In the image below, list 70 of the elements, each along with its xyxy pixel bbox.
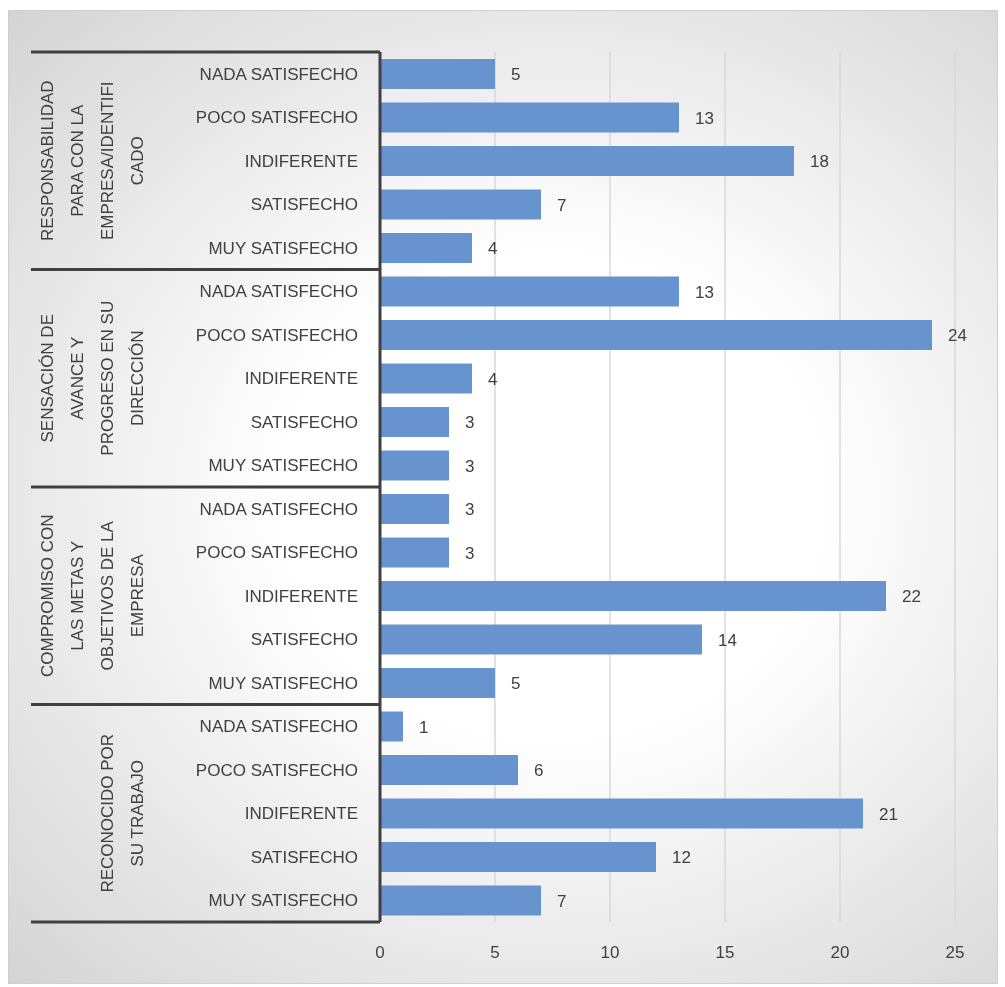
data-label: 13 [695, 282, 714, 302]
text: RECONOCIDO POR SU TRABAJO [97, 733, 147, 893]
y-tick-label: POCO SATISFECHO [195, 543, 358, 563]
bar [380, 842, 656, 872]
y-tick-label: INDIFERENTE [244, 151, 358, 171]
bar [380, 494, 449, 524]
bar [380, 189, 541, 220]
text: COMPROMISO CON LAS METAS Y OBJETIVOS DE LA EMPRESA [37, 514, 147, 677]
bar [380, 668, 495, 698]
bar [380, 885, 541, 916]
x-tick-label: 20 [830, 943, 850, 963]
y-tick-label: MUY SATISFECHO [208, 238, 358, 258]
data-label: 6 [534, 761, 544, 781]
y-tick-label: INDIFERENTE [244, 586, 358, 606]
bar [380, 711, 403, 742]
y-tick-label: SATISFECHO [250, 847, 358, 867]
data-label: 12 [672, 848, 691, 868]
data-label: 4 [488, 369, 498, 389]
bar [380, 407, 449, 437]
y-tick-label: INDIFERENTE [244, 369, 358, 389]
x-tick-label: 25 [945, 943, 965, 963]
y-tick-label: POCO SATISFECHO [195, 760, 358, 780]
bar [380, 102, 679, 133]
text: SENSACIÓN DE AVANCE Y PROGRESO EN SU DIRECCIÓN [37, 300, 147, 456]
bar [380, 581, 886, 611]
y-tick-label: INDIFERENTE [244, 804, 358, 824]
data-label: 3 [465, 543, 475, 563]
data-label: 3 [465, 413, 475, 433]
y-tick-label: SATISFECHO [250, 412, 358, 432]
data-label: 14 [718, 630, 737, 650]
bar [380, 276, 679, 307]
bar [380, 233, 472, 263]
bar [380, 363, 472, 394]
x-tick-label: 15 [715, 943, 735, 963]
y-tick-label: MUY SATISFECHO [208, 673, 358, 693]
text: RESPONSABILIDAD PARA CON LA EMPRESA/IDENTIFICADO [37, 80, 147, 242]
y-tick-label: NADA SATISFECHO [199, 717, 358, 737]
y-tick-label: MUY SATISFECHO [208, 456, 358, 476]
bar [380, 146, 794, 176]
bar [380, 320, 932, 350]
y-tick-label: SATISFECHO [250, 195, 358, 215]
x-tick-label: 10 [600, 943, 620, 963]
data-label: 21 [879, 804, 898, 824]
y-tick-label: POCO SATISFECHO [195, 325, 358, 345]
bar [380, 624, 702, 655]
y-tick-label: POCO SATISFECHO [195, 108, 358, 128]
x-tick-label: 5 [490, 943, 500, 963]
data-label: 7 [557, 891, 567, 911]
data-label: 3 [465, 456, 475, 476]
data-label: 13 [695, 108, 714, 128]
bar [380, 755, 518, 785]
y-tick-label: NADA SATISFECHO [199, 64, 358, 84]
bar [380, 798, 863, 829]
data-label: 22 [902, 587, 921, 607]
bar [380, 59, 495, 89]
data-label: 18 [810, 152, 829, 172]
data-label: 7 [557, 195, 567, 215]
data-label: 4 [488, 239, 498, 259]
data-label: 24 [948, 326, 967, 346]
data-label: 3 [465, 500, 475, 520]
y-tick-label: NADA SATISFECHO [199, 282, 358, 302]
y-tick-label: MUY SATISFECHO [208, 891, 358, 911]
data-label: 5 [511, 65, 521, 85]
x-tick-label: 0 [375, 943, 385, 963]
bar [380, 537, 449, 568]
data-label: 1 [419, 717, 429, 737]
bar [380, 450, 449, 481]
y-tick-label: SATISFECHO [250, 630, 358, 650]
data-label: 5 [511, 674, 521, 694]
y-tick-label: NADA SATISFECHO [199, 499, 358, 519]
